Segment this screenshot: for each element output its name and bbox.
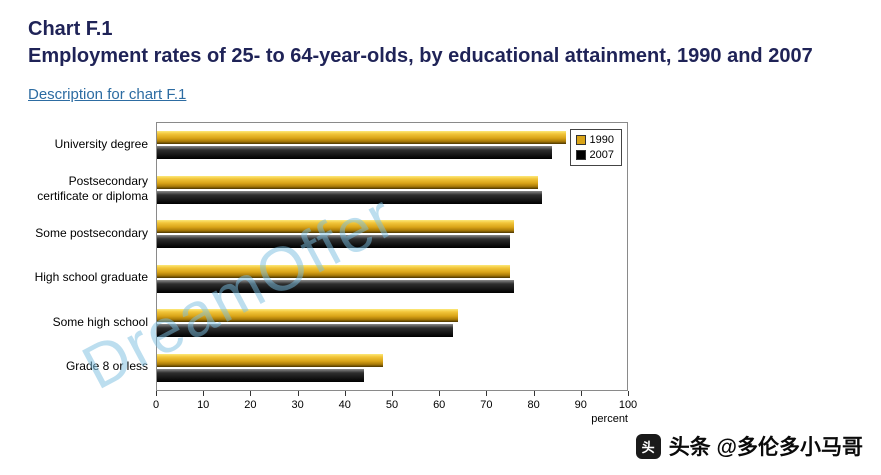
legend-item-1990: 1990 bbox=[575, 134, 614, 146]
bar-1990 bbox=[157, 264, 510, 278]
legend-item-2007: 2007 bbox=[575, 149, 614, 161]
description-link[interactable]: Description for chart F.1 bbox=[28, 86, 187, 103]
bar-2007 bbox=[157, 324, 454, 338]
chart: University degree Postsecondary certifica… bbox=[28, 122, 637, 431]
category-label: Some postsecondary bbox=[35, 225, 148, 240]
chart-body: University degree Postsecondary certifica… bbox=[28, 122, 637, 431]
bar-1990 bbox=[157, 175, 538, 189]
chart-number: Chart F.1 bbox=[28, 18, 113, 40]
x-tick-label: 0 bbox=[152, 399, 160, 411]
bar-1990 bbox=[157, 220, 515, 234]
legend-label: 2007 bbox=[589, 149, 614, 161]
x-tick-mark bbox=[297, 391, 299, 396]
legend-swatch-1990 bbox=[575, 135, 586, 145]
bar-group bbox=[157, 123, 627, 168]
x-tick-mark bbox=[156, 391, 157, 396]
plot-area: 1990 2007 bbox=[156, 122, 628, 391]
credit-badge: 头 头条 @多伦多小马哥 bbox=[635, 431, 863, 461]
x-tick-mark bbox=[486, 391, 488, 396]
x-tick-mark bbox=[203, 391, 205, 396]
x-tick-label: 30 bbox=[291, 399, 304, 411]
x-tick-label: 20 bbox=[244, 399, 257, 411]
credit-text: 头条 @多伦多小马哥 bbox=[668, 436, 863, 459]
bar-group bbox=[157, 346, 627, 391]
legend-label: 1990 bbox=[589, 134, 614, 146]
category-label: Postsecondary certificate or diploma bbox=[37, 173, 148, 203]
x-tick-mark bbox=[250, 391, 252, 396]
bar-1990 bbox=[157, 309, 458, 323]
x-tick-mark bbox=[392, 391, 393, 396]
bar-1990 bbox=[157, 131, 566, 145]
category-axis: University degree Postsecondary certifica… bbox=[28, 122, 156, 431]
description-link-row: Description for chart F.1 bbox=[0, 70, 881, 104]
x-tick-mark bbox=[580, 391, 582, 396]
x-tick-mark bbox=[439, 391, 441, 396]
header: Chart F.1 Employment rates of 25- to 64-… bbox=[0, 0, 881, 70]
bar-group bbox=[157, 168, 627, 213]
x-tick-label: 40 bbox=[338, 399, 351, 411]
bar-group bbox=[157, 212, 627, 257]
legend-swatch-2007 bbox=[575, 150, 586, 160]
x-tick-label: 60 bbox=[433, 399, 446, 411]
x-tick-label: 10 bbox=[197, 399, 210, 411]
bar-group bbox=[157, 301, 627, 346]
bar-group bbox=[157, 257, 627, 302]
category-label: High school graduate bbox=[34, 270, 148, 285]
x-axis: percent 0 10 20 30 40 50 60 70 80 90 100 bbox=[152, 391, 637, 431]
x-tick-label: 80 bbox=[527, 399, 540, 411]
x-tick-label: 70 bbox=[480, 399, 493, 411]
category-label: University degree bbox=[54, 136, 148, 151]
plot-column: 1990 2007 percent 0 10 20 30 40 50 60 70 80 90 100 bbox=[152, 122, 637, 431]
bar-1990 bbox=[157, 353, 383, 367]
x-tick-label: 100 bbox=[618, 399, 638, 411]
legend: 1990 2007 bbox=[569, 129, 622, 166]
bar-2007 bbox=[157, 146, 552, 160]
toutiao-logo-icon: 头 bbox=[635, 433, 661, 459]
x-tick-mark bbox=[344, 391, 346, 396]
x-tick-label: 90 bbox=[574, 399, 587, 411]
bar-2007 bbox=[157, 190, 543, 204]
page-title: Employment rates of 25- to 64-year-olds,… bbox=[28, 45, 813, 67]
x-tick-label: 50 bbox=[385, 399, 399, 411]
x-tick-mark bbox=[628, 391, 629, 396]
bar-2007 bbox=[157, 279, 515, 293]
category-label: Some high school bbox=[52, 314, 148, 329]
category-label: Grade 8 or less bbox=[65, 359, 148, 374]
x-tick-mark bbox=[533, 391, 535, 396]
x-axis-label: percent bbox=[591, 413, 628, 425]
bar-2007 bbox=[157, 235, 510, 249]
bar-2007 bbox=[157, 368, 364, 382]
